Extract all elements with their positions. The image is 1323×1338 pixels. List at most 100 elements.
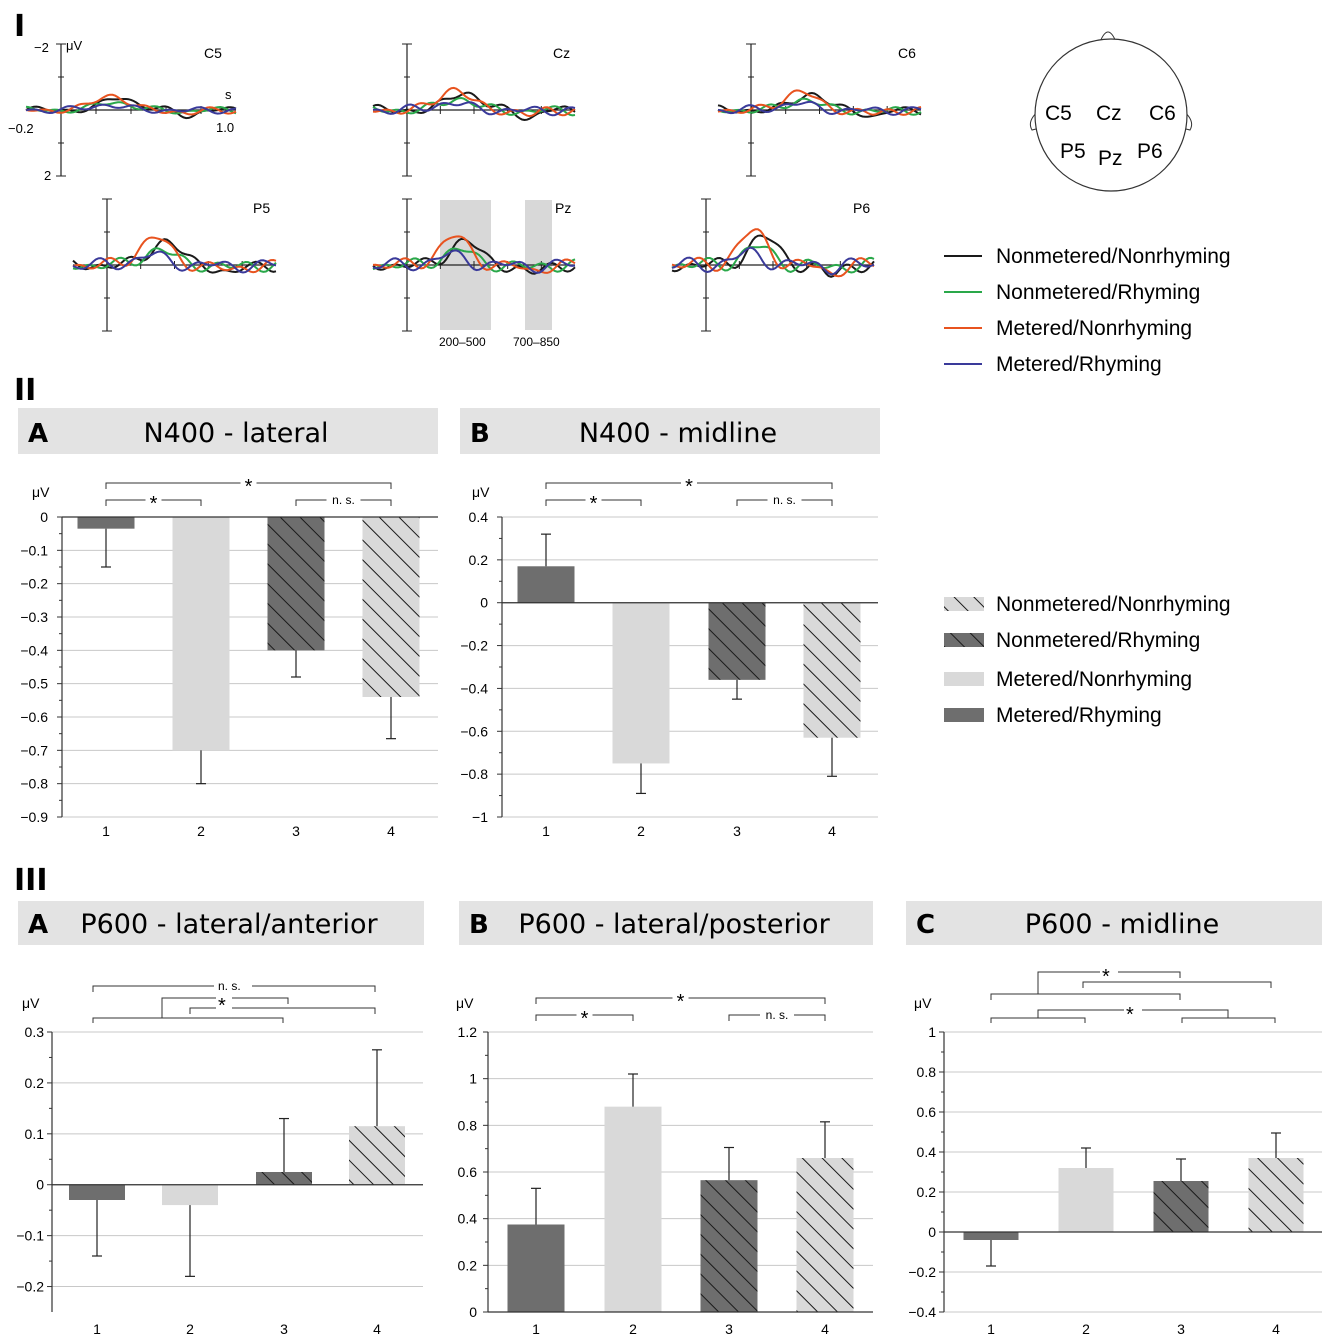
bar-2 xyxy=(604,1106,662,1312)
bar-chart-2: B N400 - midline 0.4 0.2 0 −0.2 −0.4 −0.6 −0.8 −1… xyxy=(460,408,880,839)
bracket-label-bg xyxy=(326,492,361,506)
erp-panel-pz: Pz xyxy=(372,198,576,332)
section-label-3: III xyxy=(14,863,48,898)
chart-header xyxy=(18,901,424,945)
erp-x-unit: s xyxy=(225,87,232,102)
y-tick-label: 0 xyxy=(40,509,48,525)
y-tick-label: −0.9 xyxy=(20,809,48,825)
bar-2 xyxy=(1058,1168,1114,1232)
y-tick-label: 0.4 xyxy=(917,1144,937,1160)
legend-bar-label: Metered/Nonrhyming xyxy=(996,668,1192,691)
y-tick-label: −0.6 xyxy=(460,723,488,739)
y-tick-label: 0.2 xyxy=(25,1075,45,1091)
legend-line-label: Metered/Rhyming xyxy=(996,353,1162,376)
chart-letter: B xyxy=(470,419,490,449)
bracket-label-bg xyxy=(145,492,162,506)
y-tick-label: 0 xyxy=(480,595,488,611)
y-tick-label: −0.2 xyxy=(16,1279,44,1295)
section-label-1: I xyxy=(14,9,25,44)
electrode-p6: P6 xyxy=(1137,140,1163,163)
electrode-c6: C6 xyxy=(1149,102,1176,125)
bar-2 xyxy=(162,1184,218,1206)
bar-chart-1: A N400 - lateral 0 −0.1 −0.2 −0.3 −0.4 −0.5 −0.6… xyxy=(18,408,438,839)
bracket-label-bg xyxy=(585,492,602,506)
erp-wave-4 xyxy=(72,250,277,274)
bracket-label-bg xyxy=(576,1007,593,1021)
erp-panel-label: P5 xyxy=(253,200,270,216)
chart-title: N400 - lateral xyxy=(143,418,328,449)
chart-header xyxy=(459,901,873,945)
y-tick-label: −0.1 xyxy=(16,1228,44,1244)
chart-title: N400 - midline xyxy=(579,418,777,449)
window-700-850-label: 700–850 xyxy=(513,335,560,349)
y-tick-label: −0.5 xyxy=(20,676,48,692)
y-tick-label: 0.6 xyxy=(458,1164,478,1180)
x-tick-label: 3 xyxy=(733,823,741,839)
bar-1 xyxy=(69,1184,125,1200)
legend-bar-swatch xyxy=(944,597,984,611)
x-tick-label: 3 xyxy=(292,823,300,839)
y-tick-label: −0.4 xyxy=(20,642,48,658)
bar-3 xyxy=(708,602,766,680)
x-tick-label: 3 xyxy=(1177,1321,1185,1337)
chart-letter: A xyxy=(28,910,48,940)
bar-4 xyxy=(796,1158,854,1312)
y-tick-label: 1 xyxy=(928,1024,936,1040)
electrode-pz: Pz xyxy=(1098,147,1123,170)
erp-panel-c5: C5 xyxy=(25,43,237,177)
bracket-label: n. s. xyxy=(332,493,355,507)
bracket-label: * xyxy=(581,1008,589,1030)
y-tick-label: 0.4 xyxy=(469,509,489,525)
section-label-2: II xyxy=(14,373,36,408)
bar-charts: A N400 - lateral 0 −0.1 −0.2 −0.3 −0.4 −0.5 −0.6… xyxy=(16,408,1322,1337)
x-tick-label: 2 xyxy=(637,823,645,839)
legend-bar-swatch xyxy=(944,672,984,686)
y-tick-label: 0.6 xyxy=(917,1104,937,1120)
y-tick-label: 0.2 xyxy=(917,1184,937,1200)
legend-bar-label: Metered/Rhyming xyxy=(996,704,1162,727)
y-tick-label: −0.2 xyxy=(460,638,488,654)
legend-line-label: Nonmetered/Nonrhyming xyxy=(996,245,1231,268)
y-unit-label: μV xyxy=(914,995,932,1011)
erp-x-end-label: 1.0 xyxy=(216,120,234,135)
bar-1 xyxy=(517,566,575,603)
y-tick-label: 0 xyxy=(928,1224,936,1240)
y-unit-label: μV xyxy=(22,995,40,1011)
x-tick-label: 1 xyxy=(102,823,110,839)
electrode-c5: C5 xyxy=(1045,102,1072,125)
y-unit-label: μV xyxy=(472,484,490,500)
erp-panel-label: C5 xyxy=(204,45,222,61)
chart-header xyxy=(460,408,880,454)
y-tick-label: 1.2 xyxy=(458,1024,478,1040)
bar-4 xyxy=(362,517,420,697)
y-tick-label: −0.3 xyxy=(20,609,48,625)
line-legend: Nonmetered/Nonrhyming Nonmetered/Rhyming… xyxy=(944,245,1231,376)
erp-panel-p6: P6 xyxy=(671,198,875,332)
y-tick-label: −0.6 xyxy=(20,709,48,725)
x-tick-label: 2 xyxy=(1082,1321,1090,1337)
y-unit-label: μV xyxy=(456,995,474,1011)
x-tick-label: 4 xyxy=(373,1321,381,1337)
erp-wave-4 xyxy=(671,246,875,276)
bar-legend: Nonmetered/Nonrhyming Nonmetered/Rhyming… xyxy=(944,593,1231,727)
bracket-label: * xyxy=(245,476,253,498)
x-tick-label: 3 xyxy=(280,1321,288,1337)
erp-wave-4 xyxy=(25,103,237,115)
window-200-500-label: 200–500 xyxy=(439,335,486,349)
bar-chart-4: B P600 - lateral/posterior 1.2 1 0.8 0.6 0.4 0.… xyxy=(456,901,873,1337)
bracket-label: * xyxy=(685,476,693,498)
erp-wave-3 xyxy=(72,236,277,274)
legend-bar-swatch xyxy=(944,633,984,647)
x-tick-label: 2 xyxy=(197,823,205,839)
x-tick-label: 3 xyxy=(725,1321,733,1337)
electrode-cz: Cz xyxy=(1096,102,1122,125)
x-tick-label: 1 xyxy=(532,1321,540,1337)
y-tick-label: −1 xyxy=(472,809,488,825)
chart-title: P600 - lateral/anterior xyxy=(80,909,378,940)
erp-wave-3 xyxy=(717,89,922,116)
bar-3 xyxy=(1153,1181,1209,1232)
y-tick-label: −0.2 xyxy=(20,576,48,592)
y-tick-label: −0.1 xyxy=(20,542,48,558)
y-tick-label: −0.4 xyxy=(908,1304,936,1320)
